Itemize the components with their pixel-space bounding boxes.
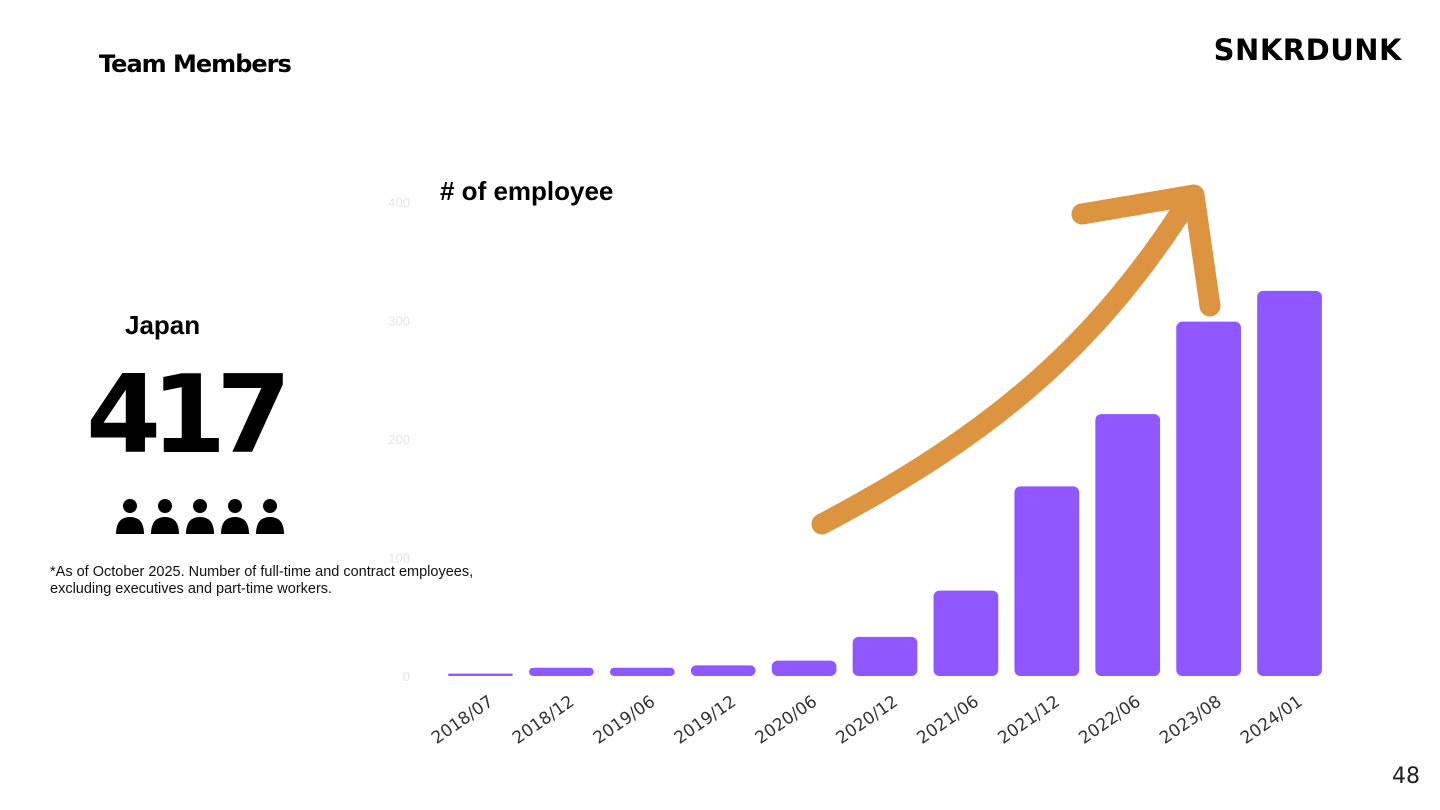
trend-arrow-shaft [811, 187, 1201, 535]
bar-2021-12 [1014, 486, 1080, 676]
x-tick-label: 2021/06 [913, 692, 982, 749]
bar-2023-08 [1176, 321, 1241, 676]
chart-title: # of employee [440, 176, 614, 206]
x-tick-label: 2024/01 [1237, 692, 1306, 749]
y-tick-label: 0 [403, 669, 410, 684]
y-tick-label: 300 [388, 314, 410, 329]
person-icon [151, 499, 179, 534]
bar-2022-06 [1095, 414, 1161, 676]
region-label: Japan [125, 310, 201, 340]
bar-2021-06 [933, 590, 999, 676]
slide-title: Team Members [99, 50, 292, 78]
page-number: 48 [1392, 764, 1420, 789]
trend-arrow-head [1071, 184, 1221, 317]
x-tick-label: 2022/06 [1075, 692, 1144, 749]
x-tick-label: 2019/12 [671, 692, 740, 749]
y-tick-label: 200 [388, 432, 410, 447]
bar-2018-07 [448, 673, 513, 676]
x-tick-label: 2018/07 [428, 692, 497, 749]
footnote-line-1: *As of October 2025. Number of full-time… [50, 564, 474, 580]
bar-2018-12 [529, 667, 594, 676]
y-tick-label: 100 [388, 551, 410, 566]
person-icon [256, 499, 284, 534]
person-icon [116, 499, 144, 534]
bar-2020-06 [771, 660, 837, 676]
footnote-line-2: excluding executives and part-time worke… [50, 581, 333, 597]
x-tick-label: 2018/12 [509, 692, 578, 749]
bar-2024-01 [1257, 290, 1322, 676]
x-tick-label: 2023/08 [1156, 692, 1225, 749]
x-tick-label: 2020/12 [833, 692, 902, 749]
people-group-icon [116, 499, 284, 534]
y-tick-label: 400 [388, 195, 410, 210]
bar-2019-06 [609, 667, 675, 676]
person-icon [221, 499, 249, 534]
bar-2019-12 [690, 665, 756, 676]
x-tick-label: 2021/12 [994, 692, 1063, 749]
headcount-value: 417 [86, 353, 291, 478]
x-tick-label: 2020/06 [752, 692, 821, 749]
x-tick-label: 2019/06 [590, 692, 659, 749]
footnote: *As of October 2025. Number of full-time… [50, 564, 530, 598]
bar-2020-12 [852, 636, 918, 676]
person-icon [186, 499, 214, 534]
snkrdunk-logo: SNKRDUNK [1213, 33, 1402, 67]
